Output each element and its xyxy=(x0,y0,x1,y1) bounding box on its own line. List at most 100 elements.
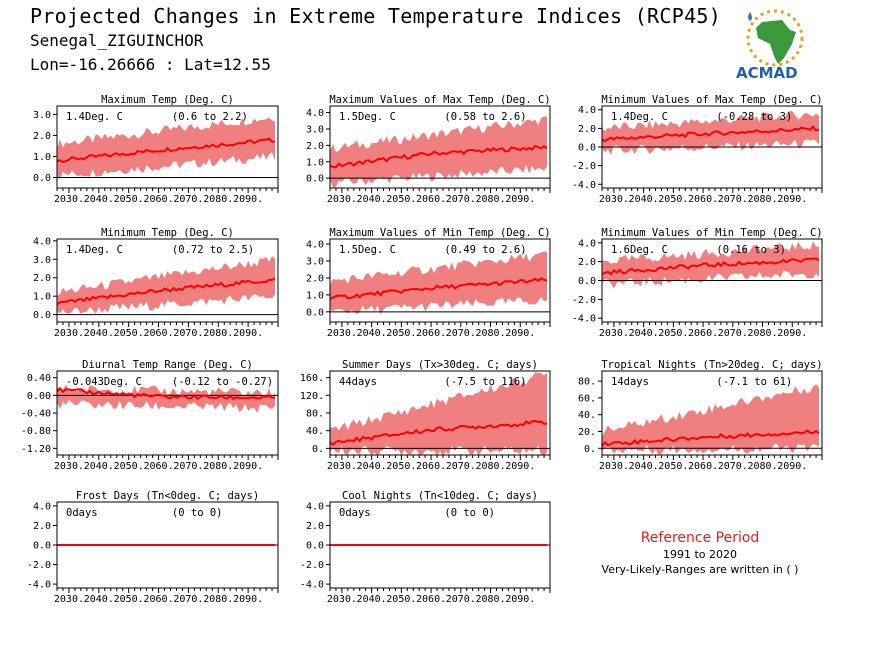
x-tick-label: 2050. xyxy=(658,194,688,205)
uncertainty-band xyxy=(57,384,276,413)
x-tick-label: 2030. xyxy=(599,328,629,339)
x-tick-label: 2060. xyxy=(143,194,173,205)
y-tick-label: 2.0 xyxy=(578,124,596,135)
x-tick-label: 2030. xyxy=(54,594,84,605)
y-tick-label: 0. xyxy=(584,444,596,455)
chart-title: Tropical Nights (Tn>20deg. C; days) xyxy=(601,359,822,371)
page-title: Projected Changes in Extreme Temperature… xyxy=(30,4,722,28)
x-tick-label: 2040. xyxy=(629,328,659,339)
y-tick-label: -2.0 xyxy=(572,161,596,172)
chart-panel: 0.0 1.0 2.0 3.0 4.0 2030. 2040. 2050. 2060. 2070.… xyxy=(306,94,551,205)
chart-panel: -4.0 -2.0 0.0 2.0 4.0 2030. 2040. 2050. 2060. 207… xyxy=(300,490,551,605)
likely-range: (0.6 to 2.2) xyxy=(172,111,248,123)
x-tick-label: 2050. xyxy=(386,328,416,339)
x-tick-label: 2050. xyxy=(386,461,416,472)
x-tick-label: 2070. xyxy=(173,461,203,472)
chart-title: Summer Days (Tx>30deg. C; days) xyxy=(342,359,538,371)
x-tick-label: 2030. xyxy=(54,194,84,205)
plot-frame xyxy=(56,105,279,189)
y-tick-label: 2.0 xyxy=(33,521,51,532)
x-tick-label: 2070. xyxy=(446,328,476,339)
y-tick-label: 2.0 xyxy=(306,521,324,532)
y-tick-label: 40. xyxy=(578,410,596,421)
y-tick-label: 2.0 xyxy=(578,257,596,268)
x-tick-label: 2030. xyxy=(327,461,357,472)
x-tick-label: 2060. xyxy=(416,461,446,472)
y-tick-label: 4.0 xyxy=(578,238,596,249)
uncertainty-band xyxy=(602,111,820,155)
likely-range: (0.58 to 2.6) xyxy=(444,111,526,123)
x-tick-label: 2070. xyxy=(446,194,476,205)
x-tick-label: 2040. xyxy=(84,461,114,472)
x-tick-label: 2080. xyxy=(475,461,505,472)
x-tick-label: 2090. xyxy=(233,194,263,205)
x-tick-label: 2050. xyxy=(114,328,144,339)
change-value: -0.043Deg. C xyxy=(66,376,142,388)
likely-range: (-0.12 to -0.27) xyxy=(172,376,273,388)
x-tick-label: 2030. xyxy=(54,328,84,339)
change-value: 1.4Deg. C xyxy=(66,111,123,123)
x-tick-label: 2030. xyxy=(599,194,629,205)
x-tick-label: 2030. xyxy=(327,194,357,205)
x-tick-label: 2050. xyxy=(114,461,144,472)
x-tick-label: 2090. xyxy=(777,461,807,472)
y-tick-label: 3.0 xyxy=(33,110,51,121)
x-tick-label: 2080. xyxy=(747,328,777,339)
x-tick-label: 2060. xyxy=(688,194,718,205)
likely-range: (0.49 to 2.6) xyxy=(444,244,526,256)
x-tick-label: 2030. xyxy=(599,461,629,472)
x-tick-label: 2060. xyxy=(416,328,446,339)
x-tick-label: 2060. xyxy=(143,328,173,339)
x-tick-label: 2080. xyxy=(747,461,777,472)
chart-title: Maximum Values of Min Temp (Deg. C) xyxy=(329,227,550,239)
y-tick-label: 0.0 xyxy=(306,174,324,185)
change-value: 1.5Deg. C xyxy=(339,111,396,123)
change-value: 14days xyxy=(611,376,649,388)
y-tick-label: 4.0 xyxy=(33,236,51,247)
x-tick-label: 2080. xyxy=(475,328,505,339)
y-tick-label: 0.0 xyxy=(306,307,324,318)
y-tick-label: 2.0 xyxy=(33,273,51,284)
y-tick-label: 120. xyxy=(300,391,324,402)
plot-frame xyxy=(329,105,551,189)
y-tick-label: 4.0 xyxy=(33,501,51,512)
x-tick-label: 2040. xyxy=(357,594,387,605)
x-tick-label: 2060. xyxy=(416,194,446,205)
uncertainty-band xyxy=(330,251,548,315)
y-tick-label: -4.0 xyxy=(300,580,324,591)
x-tick-label: 2040. xyxy=(84,594,114,605)
x-tick-label: 2030. xyxy=(327,594,357,605)
x-tick-label: 2040. xyxy=(357,461,387,472)
change-value: 44days xyxy=(339,376,377,388)
series-line xyxy=(56,137,276,164)
y-tick-label: 160. xyxy=(300,373,324,384)
y-tick-label: 4.0 xyxy=(578,105,596,116)
y-tick-label: 0.0 xyxy=(33,173,51,184)
x-tick-label: 2060. xyxy=(143,461,173,472)
y-tick-label: 0.0 xyxy=(33,310,51,321)
y-tick-label: 2.0 xyxy=(306,273,324,284)
y-tick-label: 40. xyxy=(306,426,324,437)
y-tick-label: 4.0 xyxy=(306,501,324,512)
x-tick-label: 2060. xyxy=(688,328,718,339)
likely-range: (0 to 0) xyxy=(444,507,495,519)
series-line xyxy=(601,429,820,447)
series-line xyxy=(601,125,820,143)
y-tick-label: 1.0 xyxy=(33,292,51,303)
y-tick-label: 0.0 xyxy=(578,276,596,287)
x-tick-label: 2090. xyxy=(505,194,535,205)
x-tick-label: 2080. xyxy=(203,461,233,472)
series-line xyxy=(56,277,276,306)
x-tick-label: 2050. xyxy=(386,594,416,605)
y-tick-label: 2.0 xyxy=(33,131,51,142)
y-tick-label: 2.0 xyxy=(306,141,324,152)
reference-info: Reference Period 1991 to 2020 Very-Likel… xyxy=(585,530,815,576)
x-tick-label: 2060. xyxy=(143,594,173,605)
plot-frame xyxy=(329,238,551,323)
x-tick-label: 2080. xyxy=(203,194,233,205)
y-tick-label: 3.0 xyxy=(33,255,51,266)
x-tick-label: 2070. xyxy=(446,461,476,472)
plot-frame xyxy=(56,238,279,323)
